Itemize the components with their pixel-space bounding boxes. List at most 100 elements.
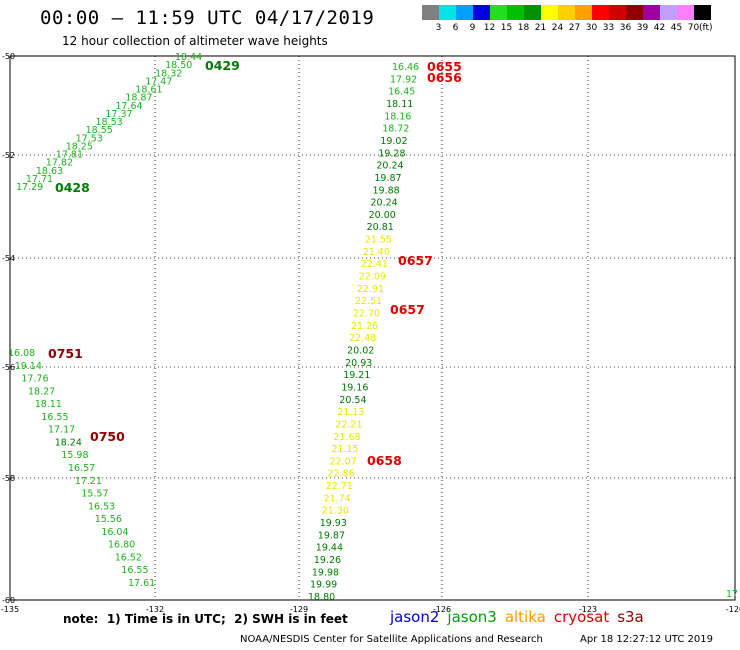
wave-height-value: 22.21: [335, 419, 362, 430]
colorbar-tick-label: 27: [568, 23, 581, 33]
wave-height-value: 18.63: [36, 166, 63, 177]
wave-height-value: 18.16: [384, 111, 411, 122]
colorbar-swatch: [524, 5, 541, 20]
colorbar-tick-label: 42: [653, 23, 666, 33]
wave-height-value: 20.93: [345, 358, 372, 369]
pass-time-label: 0658: [367, 453, 402, 468]
wave-height-value: 17.76: [21, 374, 48, 385]
wave-height-value: 21.55: [365, 235, 392, 246]
latitude-label: -50: [2, 52, 15, 61]
wave-height-value: 17.37: [105, 109, 132, 120]
wave-height-value: 22.70: [353, 309, 380, 320]
wave-height-value: 18.50: [165, 60, 192, 71]
wave-height-value: 17.64: [115, 101, 142, 112]
wave-height-value: 18.27: [28, 386, 55, 397]
colorbar-tick-label: 36: [619, 23, 632, 33]
satellite-legend: jason2 jason3 altika cryosat s3a: [390, 608, 652, 626]
colorbar-swatch: [439, 5, 456, 20]
wave-height-value: 16.45: [388, 87, 415, 98]
wave-height-value: 20.00: [369, 210, 396, 221]
wave-height-value: 16.57: [68, 463, 95, 474]
wave-height-value: 22.48: [349, 333, 376, 344]
pass-time-label: 0657: [398, 253, 433, 268]
wave-height-value: 17.17: [48, 425, 75, 436]
pass-time-label: 0655: [427, 59, 462, 74]
longitude-label: -120: [726, 605, 740, 614]
wave-height-value: 17.47: [145, 76, 172, 87]
wave-height-value: 20.24: [371, 198, 398, 209]
wave-height-value: 17.53: [76, 133, 103, 144]
wave-height-value: 16.55: [121, 565, 148, 576]
legend-item-cryosat: cryosat: [553, 608, 610, 626]
wave-height-value: 18.80: [308, 592, 335, 603]
wave-height-value: 18.61: [135, 85, 162, 96]
wave-height-value: 21.74: [324, 493, 351, 504]
wave-height-value: 18.87: [125, 93, 152, 104]
colorbar-swatch: [490, 5, 507, 20]
wave-height-value: 17.21: [75, 476, 102, 487]
colorbar-swatch: [694, 5, 711, 20]
wave-height-value: 21.68: [333, 432, 360, 443]
wave-height-value: 18.24: [55, 437, 82, 448]
wave-height-value: 22.51: [355, 296, 382, 307]
wave-height-value: 18.25: [66, 141, 93, 152]
timestamp-footer: Apr 18 12:27:12 UTC 2019: [580, 634, 713, 645]
colorbar-swatch: [677, 5, 694, 20]
latitude-label: -58: [2, 474, 15, 483]
wave-height-value: 22.09: [359, 272, 386, 283]
colorbar-tick-label: 30: [585, 23, 598, 33]
wave-height-value: 22.41: [361, 259, 388, 270]
wave-height-value: 15.57: [81, 489, 108, 500]
wave-height-value: 19.28: [378, 148, 405, 159]
wave-height-value: 17.61: [128, 578, 155, 589]
legend-item-jason3: jason3: [447, 608, 497, 626]
colorbar-swatch: [558, 5, 575, 20]
colorbar-tick-label: 3: [435, 23, 442, 33]
legend-item-s3a: s3a: [617, 608, 644, 626]
colorbar-unit: (ft): [699, 23, 713, 33]
wave-height-value: 20.81: [367, 222, 394, 233]
wave-height-value: 19.02: [380, 136, 407, 147]
wave-height-value: 16.53: [88, 501, 115, 512]
wave-height-value: 18.53: [96, 117, 123, 128]
pass-time-label: 0657: [390, 302, 425, 317]
latitude-label: -60: [2, 596, 15, 605]
wave-height-value: 17.92: [390, 74, 417, 85]
wave-height-value: 22.86: [328, 469, 355, 480]
colorbar-tick-label: 33: [602, 23, 615, 33]
colorbar-tick-label: 18: [517, 23, 530, 33]
wave-height-value: 15.56: [95, 514, 122, 525]
pass-time-label: 0429: [205, 58, 240, 73]
legend-item-altika: altika: [504, 608, 546, 626]
wave-height-value: 22.71: [326, 481, 353, 492]
wave-height-value: 16.04: [101, 527, 128, 538]
colorbar-tick-label: 9: [469, 23, 476, 33]
edge-wave-label: 17: [726, 589, 739, 600]
wave-height-value: 19.93: [320, 518, 347, 529]
latitude-label: -52: [2, 151, 15, 160]
colorbar-swatch: [592, 5, 609, 20]
wave-height-value: 22.91: [357, 284, 384, 295]
colorbar-swatch: [456, 5, 473, 20]
colorbar-swatch: [473, 5, 490, 20]
wave-height-value: 21.15: [331, 444, 358, 455]
wave-height-value: 19.87: [318, 530, 345, 541]
longitude-label: -129: [290, 605, 308, 614]
wave-height-value: 21.30: [322, 506, 349, 517]
colorbar-tick-label: 45: [670, 23, 683, 33]
wave-height-value: 16.52: [115, 552, 142, 563]
credit-footer: NOAA/NESDIS Center for Satellite Applica…: [240, 634, 543, 645]
wave-height-value: 22.07: [330, 456, 357, 467]
wave-height-value: 20.24: [376, 161, 403, 172]
wave-height-value: 18.11: [386, 99, 413, 110]
wave-height-value: 19.88: [373, 185, 400, 196]
colorbar-tick-label: 39: [636, 23, 649, 33]
colorbar-tick-label: 21: [534, 23, 547, 33]
colorbar-swatch: [507, 5, 524, 20]
wave-height-value: 19.87: [374, 173, 401, 184]
wave-height-value: 18.32: [155, 68, 182, 79]
wave-height-value: 19.21: [343, 370, 370, 381]
pass-time-label: 0656: [427, 70, 462, 85]
colorbar-tick-label: 70: [687, 23, 700, 33]
